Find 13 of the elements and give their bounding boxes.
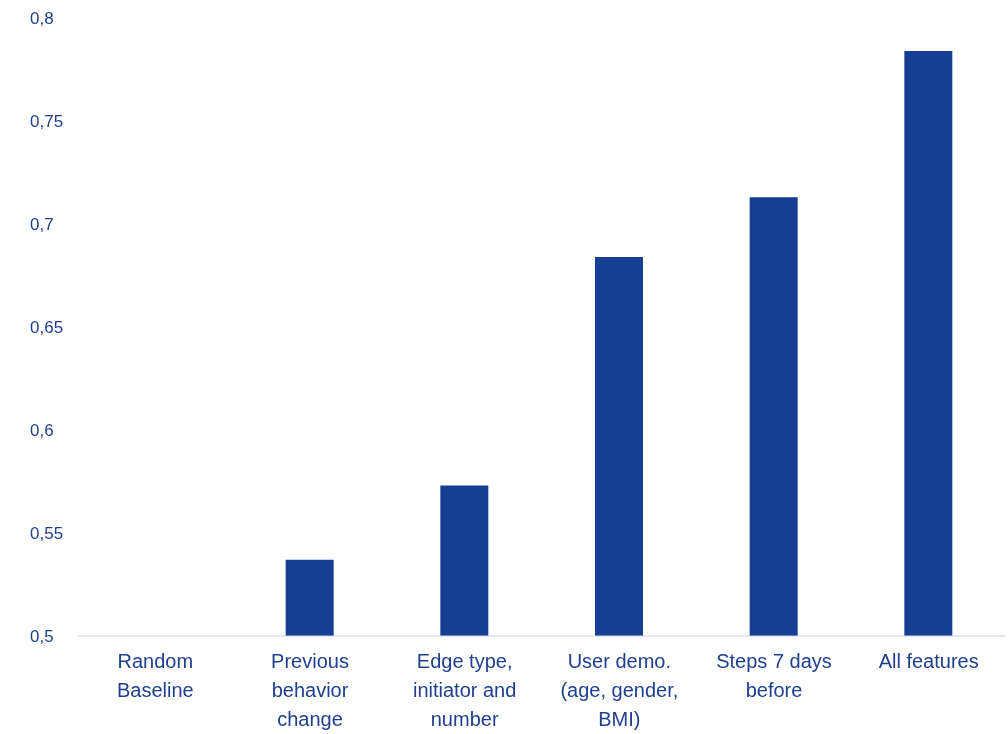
x-tick-label: Edge type, initiator and number xyxy=(412,650,517,730)
y-tick-label: 0,6 xyxy=(30,421,54,441)
x-tick-label: Random Baseline xyxy=(116,650,194,701)
x-tick-label: User demo. (age, gender, BMI) xyxy=(560,650,679,730)
y-tick-label: 0,75 xyxy=(30,112,64,132)
y-tick-label: 0,55 xyxy=(30,524,64,544)
x-tick-label: Steps 7 days before xyxy=(716,650,832,701)
y-tick-label: 0,65 xyxy=(30,318,64,338)
y-tick-label: 0,8 xyxy=(30,9,54,29)
x-tick-label: All features xyxy=(878,650,979,672)
x-tick-label: Previous behavior change xyxy=(271,650,349,730)
y-tick-label: 0,5 xyxy=(30,627,54,647)
y-tick-label: 0,7 xyxy=(30,215,54,235)
